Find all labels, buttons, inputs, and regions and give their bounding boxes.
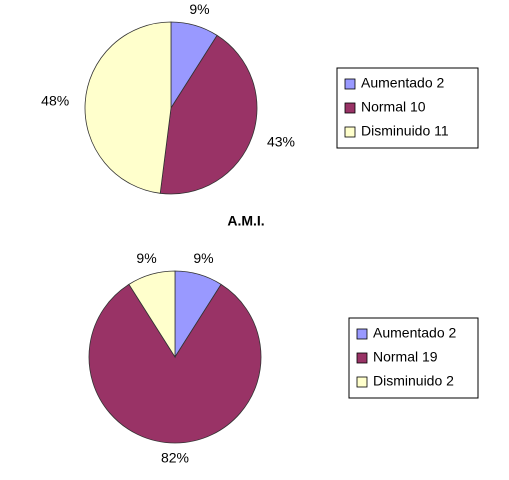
legend-swatch [344,78,356,90]
legend-box [348,317,479,399]
data-label: 9% [136,250,156,266]
legend-swatch [344,102,356,114]
legend-box [336,67,479,149]
data-label: 82% [161,450,189,466]
legend-swatch [356,328,368,340]
pie-slice [88,283,262,444]
data-label: 43% [267,133,295,149]
legend-label: Normal 19 [373,349,438,365]
legend-swatch [356,352,368,364]
data-label: 9% [189,1,209,17]
legend-label: Disminuido 11 [361,123,449,139]
legend-label: Aumentado 2 [373,325,456,341]
data-label: 48% [41,92,69,108]
data-label: 9% [193,250,213,266]
legend-label: Disminuido 2 [373,373,454,389]
legend-label: Aumentado 2 [361,75,444,91]
pie-slice [128,270,176,359]
chart-title: A.M.I. [227,213,264,229]
pie-slice [84,21,172,194]
legend-swatch [356,376,368,388]
pie-slice [159,34,258,195]
legend-label: Normal 10 [361,99,426,115]
legend-swatch [344,126,356,138]
